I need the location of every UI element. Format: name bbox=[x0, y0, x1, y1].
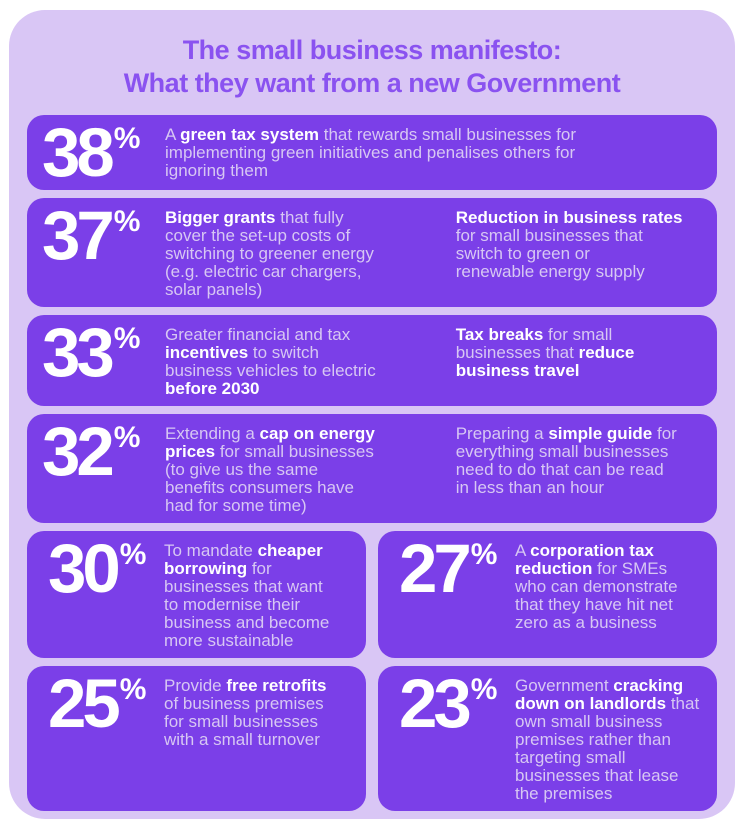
card-row: 32 % Extending a cap on energy prices fo… bbox=[27, 414, 717, 523]
percent-sign: % bbox=[113, 322, 141, 355]
stat-text: Extending a cap on energy prices for sma… bbox=[165, 424, 375, 515]
stat-percent: 33 % bbox=[42, 314, 165, 391]
page-title: The small business manifesto: What they … bbox=[27, 34, 717, 100]
stat-text: A green tax system that rewards small bu… bbox=[165, 125, 577, 180]
percent-sign: % bbox=[119, 673, 147, 706]
stat-text: Greater financial and tax incentives to … bbox=[165, 325, 376, 398]
card-row: 37 % Bigger grants that fully cover the … bbox=[27, 198, 717, 307]
stat-percent-number: 33 bbox=[42, 314, 115, 391]
stat-card-23: 23 % Government cracking down on landlor… bbox=[378, 666, 717, 811]
stat-columns: A corporation tax reduction for SMEs who… bbox=[515, 539, 701, 632]
stat-percent: 27 % bbox=[399, 530, 515, 607]
stat-columns: Government cracking down on landlords th… bbox=[515, 674, 701, 803]
stat-text: Reduction in business rates for small bu… bbox=[455, 208, 683, 281]
stat-text: To mandate cheaper borrowing for busines… bbox=[164, 541, 330, 650]
manifesto-panel: The small business manifesto: What they … bbox=[9, 10, 735, 819]
stat-text: A corporation tax reduction for SMEs who… bbox=[515, 541, 678, 632]
percent-sign: % bbox=[113, 205, 141, 238]
stat-percent-number: 32 bbox=[42, 413, 115, 490]
stat-columns: Provide free retrofits of business premi… bbox=[164, 674, 350, 749]
stat-percent: 37 % bbox=[42, 197, 165, 274]
stat-percent-number: 37 bbox=[42, 197, 115, 274]
stat-text: Provide free retrofits of business premi… bbox=[164, 676, 327, 749]
percent-sign: % bbox=[470, 673, 498, 706]
stat-percent-number: 30 bbox=[48, 530, 121, 607]
stat-columns: Extending a cap on energy prices for sma… bbox=[165, 422, 701, 515]
stat-card-33: 33 % Greater financial and tax incentive… bbox=[27, 315, 717, 406]
page-title-line1: The small business manifesto: bbox=[182, 35, 562, 65]
stat-percent: 38 % bbox=[42, 114, 165, 191]
stat-percent-number: 38 bbox=[42, 114, 115, 191]
stat-percent: 32 % bbox=[42, 413, 165, 490]
stat-columns: To mandate cheaper borrowing for busines… bbox=[164, 539, 350, 650]
stat-percent-number: 27 bbox=[399, 530, 472, 607]
percent-sign: % bbox=[113, 122, 141, 155]
stat-percent: 30 % bbox=[48, 530, 164, 607]
stat-text: Tax breaks for small businesses that red… bbox=[455, 325, 635, 380]
stat-percent: 23 % bbox=[399, 665, 515, 742]
stat-card-37: 37 % Bigger grants that fully cover the … bbox=[27, 198, 717, 307]
page-title-line2: What they want from a new Government bbox=[123, 68, 621, 98]
stat-percent: 25 % bbox=[48, 665, 164, 742]
stat-text: Preparing a simple guide for everything … bbox=[455, 424, 677, 497]
stat-cards-grid: 38 % A green tax system that rewards sma… bbox=[27, 115, 717, 811]
stat-card-25: 25 % Provide free retrofits of business … bbox=[27, 666, 366, 811]
stat-card-32: 32 % Extending a cap on energy prices fo… bbox=[27, 414, 717, 523]
percent-sign: % bbox=[470, 538, 498, 571]
stat-card-27: 27 % A corporation tax reduction for SME… bbox=[378, 531, 717, 658]
stat-percent-number: 23 bbox=[399, 665, 472, 742]
percent-sign: % bbox=[113, 421, 141, 454]
stat-percent-number: 25 bbox=[48, 665, 121, 742]
stat-text: Bigger grants that fully cover the set-u… bbox=[165, 208, 374, 299]
stat-card-38: 38 % A green tax system that rewards sma… bbox=[27, 115, 717, 190]
stat-columns: Bigger grants that fully cover the set-u… bbox=[165, 206, 701, 299]
card-row: 30 % To mandate cheaper borrowing for bu… bbox=[27, 531, 717, 658]
stat-columns: A green tax system that rewards small bu… bbox=[165, 123, 701, 180]
stat-columns: Greater financial and tax incentives to … bbox=[165, 323, 701, 398]
stat-text: Government cracking down on landlords th… bbox=[515, 676, 700, 803]
card-row: 38 % A green tax system that rewards sma… bbox=[27, 115, 717, 190]
stat-card-30: 30 % To mandate cheaper borrowing for bu… bbox=[27, 531, 366, 658]
card-row: 33 % Greater financial and tax incentive… bbox=[27, 315, 717, 406]
card-row: 25 % Provide free retrofits of business … bbox=[27, 666, 717, 811]
percent-sign: % bbox=[119, 538, 147, 571]
